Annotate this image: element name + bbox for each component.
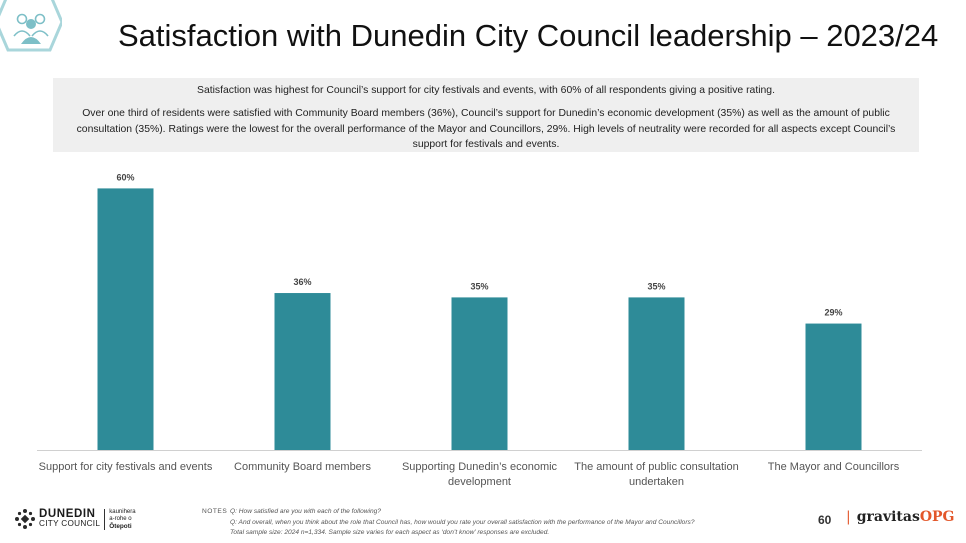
brand-accent: OPG (919, 509, 955, 525)
notes: NOTES Q: How satisfied are you with each… (202, 507, 695, 539)
dcc-logo-icon (15, 509, 35, 529)
logo-name: DUNEDIN (39, 508, 96, 520)
logo-maori-2: a-rohe o (109, 515, 132, 522)
summary-line-2: Over one third of residents were satisfi… (76, 108, 896, 151)
bar-0 (97, 188, 154, 450)
category-label-3: The amount of public consultation underta… (574, 461, 739, 488)
bar-3 (628, 297, 685, 450)
summary-box: Satisfaction was highest for Council’s s… (53, 78, 919, 152)
logo-sub: CITY COUNCIL (39, 519, 101, 528)
data-label-0: 60% (116, 172, 134, 182)
category-label-2: Supporting Dunedin’s economic development (402, 461, 558, 488)
page-title: Satisfaction with Dunedin City Council l… (118, 18, 939, 53)
page-number: 60 (818, 513, 832, 527)
data-label-2: 35% (470, 281, 488, 291)
brand-separator: | (846, 509, 851, 525)
category-label-1: Community Board members (234, 461, 371, 473)
bar-1 (274, 293, 331, 450)
data-label-1: 36% (293, 277, 311, 287)
category-label-0: Support for city festivals and events (39, 461, 213, 473)
summary-line-1: Satisfaction was highest for Council’s s… (197, 85, 775, 96)
notes-label: NOTES (202, 508, 228, 515)
logo-maori-1: kaunihera (109, 508, 136, 515)
data-label-3: 35% (647, 281, 665, 291)
brand-main: gravitas (856, 509, 920, 525)
bar-2 (451, 297, 508, 450)
people-group-icon (0, 0, 62, 52)
logo-maori-3: Ōtepoti (109, 522, 132, 530)
category-label-4: The Mayor and Councillors (768, 461, 900, 473)
dcc-logo: DUNEDIN CITY COUNCIL kaunihera a-rohe o … (14, 507, 136, 531)
data-label-4: 29% (824, 308, 842, 318)
notes-line-2: Q: And overall, when you think about the… (230, 518, 695, 526)
notes-line-3: Total sample size: 2024 n=1,334. Sample … (230, 529, 550, 536)
bar-4 (805, 323, 862, 450)
notes-line-1: Q: How satisfied are you with each of th… (230, 508, 382, 515)
gravitas-logo: | gravitasOPG (846, 509, 955, 525)
